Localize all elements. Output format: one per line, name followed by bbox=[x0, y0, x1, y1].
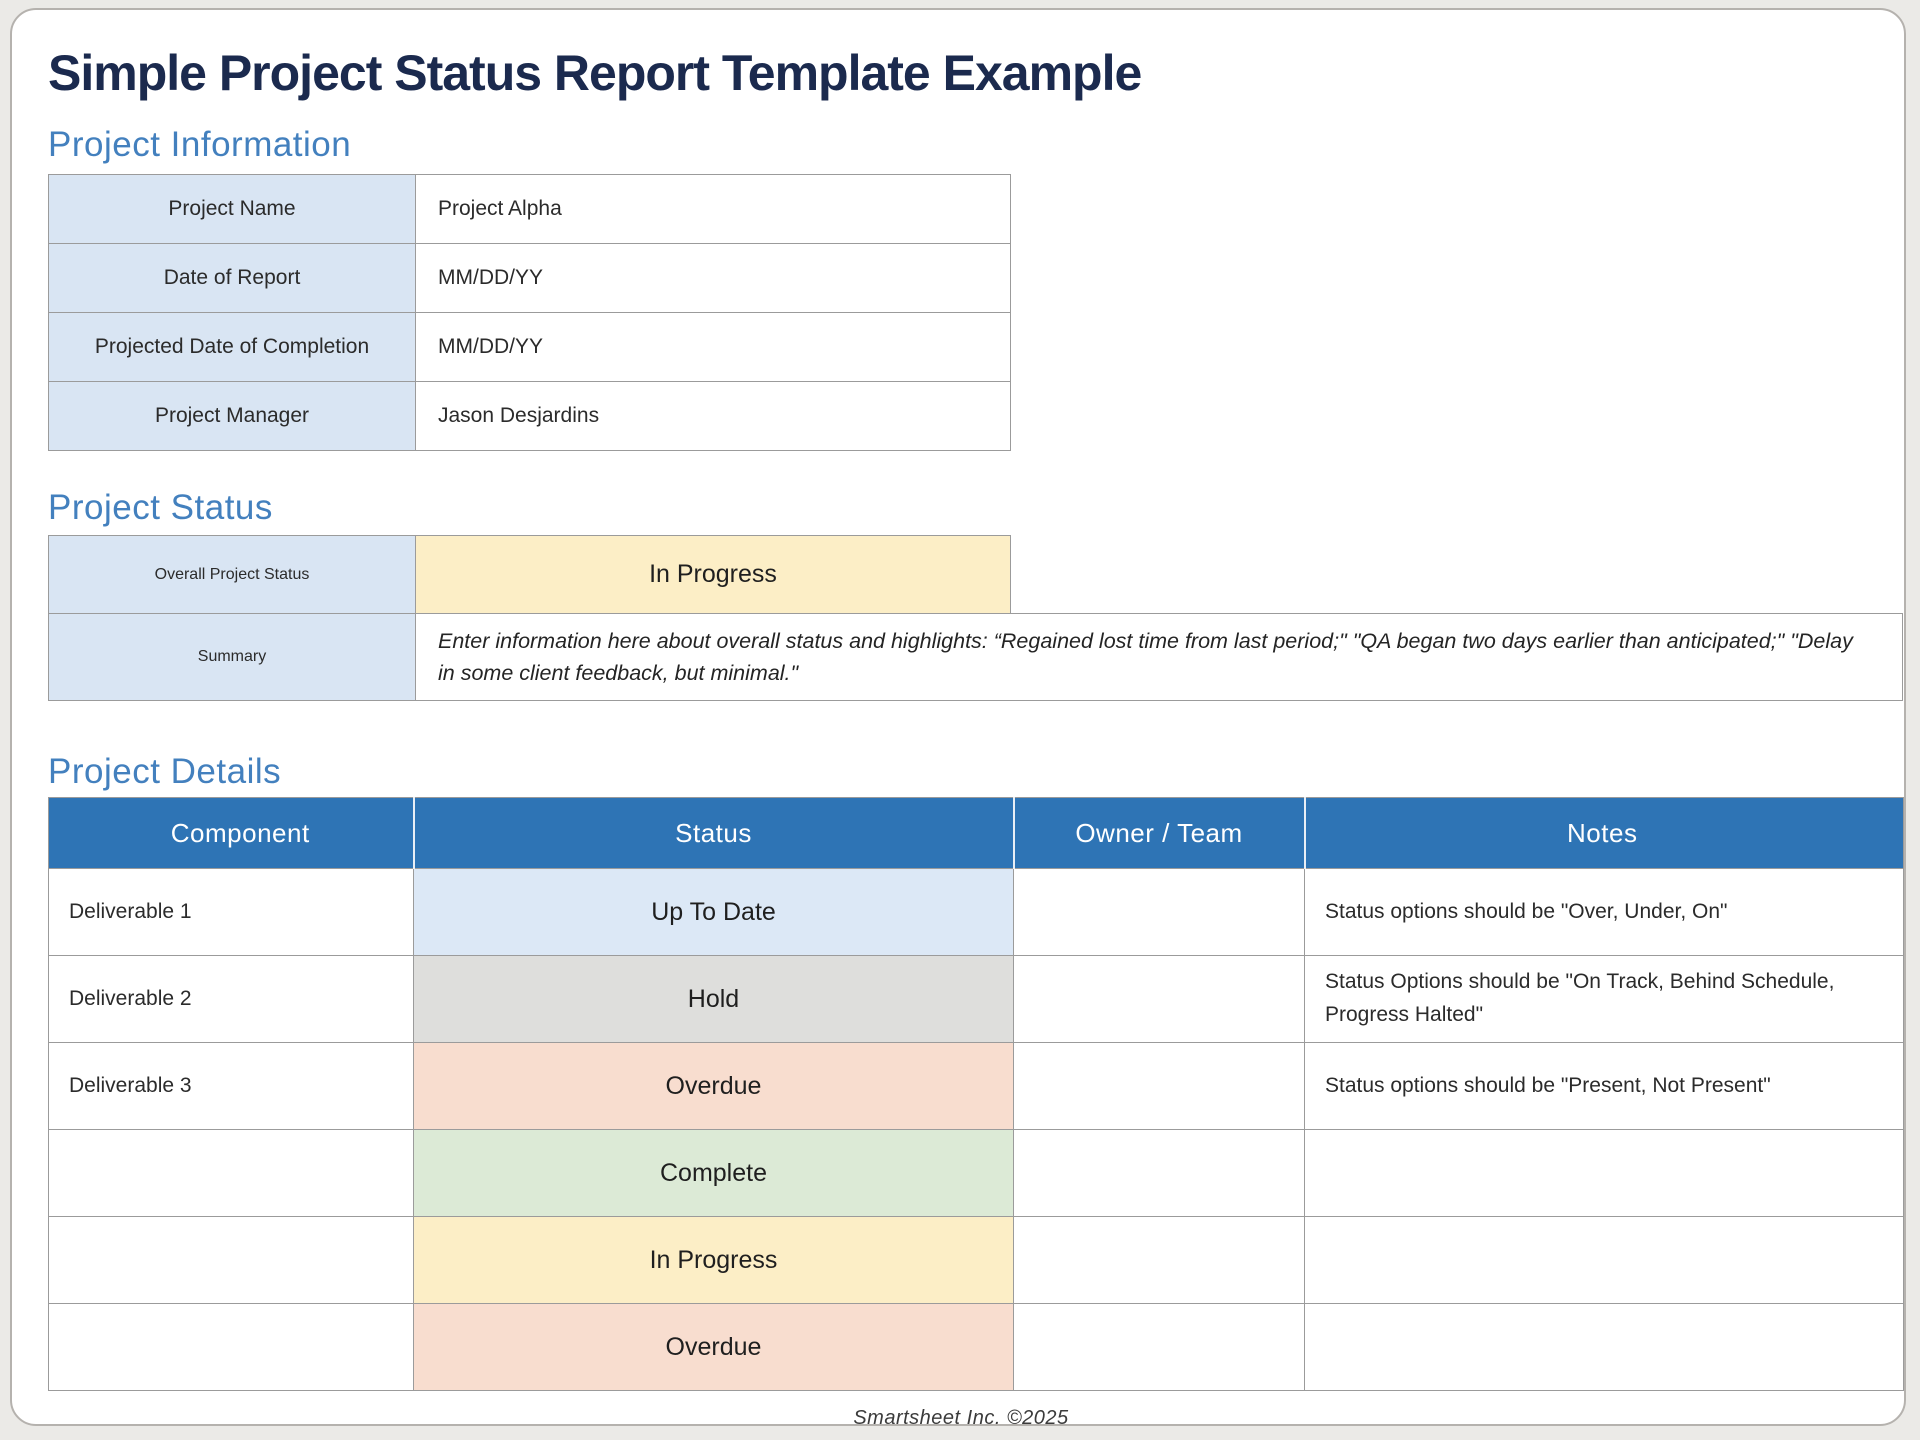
page-title: Simple Project Status Report Template Ex… bbox=[48, 45, 1142, 101]
notes-cell bbox=[1304, 1129, 1904, 1217]
table-row: Overall Project Status In Progress bbox=[48, 535, 1903, 614]
status-row-spacer bbox=[1011, 536, 1903, 614]
owner-team-cell bbox=[1013, 955, 1305, 1043]
table-row: Overdue bbox=[48, 1303, 1904, 1391]
owner-team-cell bbox=[1013, 868, 1305, 956]
section-heading-project-status: Project Status bbox=[48, 488, 273, 527]
date-of-report-label: Date of Report bbox=[48, 243, 416, 313]
status-cell: Up To Date bbox=[413, 868, 1014, 956]
overall-status-label: Overall Project Status bbox=[48, 535, 416, 614]
status-cell: In Progress bbox=[413, 1216, 1014, 1304]
column-header-notes: Notes bbox=[1303, 797, 1904, 869]
report-page: Simple Project Status Report Template Ex… bbox=[10, 8, 1906, 1426]
project-status-table: Overall Project Status In Progress Summa… bbox=[48, 535, 1903, 701]
project-information-table: Project Name Project Alpha Date of Repor… bbox=[48, 174, 1011, 451]
owner-team-cell bbox=[1013, 1129, 1305, 1217]
report-content: Simple Project Status Report Template Ex… bbox=[12, 10, 1904, 1426]
projected-completion-label: Projected Date of Completion bbox=[48, 312, 416, 382]
component-cell: Deliverable 2 bbox=[48, 955, 414, 1043]
table-row: Complete bbox=[48, 1129, 1904, 1217]
section-heading-project-details: Project Details bbox=[48, 752, 282, 791]
table-row: In Progress bbox=[48, 1216, 1904, 1304]
component-cell bbox=[48, 1129, 414, 1217]
owner-team-cell bbox=[1013, 1216, 1305, 1304]
overall-status-value: In Progress bbox=[415, 535, 1011, 614]
column-header-component: Component bbox=[48, 797, 414, 869]
project-details-table: Component Status Owner / Team Notes Deli… bbox=[48, 797, 1904, 1391]
project-name-label: Project Name bbox=[48, 174, 416, 244]
owner-team-cell bbox=[1013, 1303, 1305, 1391]
column-header-status: Status bbox=[412, 797, 1014, 869]
status-cell: Hold bbox=[413, 955, 1014, 1043]
table-row: Date of Report MM/DD/YY bbox=[48, 243, 1011, 313]
notes-cell: Status options should be "Present, Not P… bbox=[1304, 1042, 1904, 1130]
notes-cell: Status Options should be "On Track, Behi… bbox=[1304, 955, 1904, 1043]
owner-team-cell bbox=[1013, 1042, 1305, 1130]
notes-cell: Status options should be "Over, Under, O… bbox=[1304, 868, 1904, 956]
table-row: Project Name Project Alpha bbox=[48, 174, 1011, 244]
table-row: Deliverable 2 Hold Status Options should… bbox=[48, 955, 1904, 1043]
component-cell: Deliverable 1 bbox=[48, 868, 414, 956]
table-row: Summary Enter information here about ove… bbox=[48, 613, 1903, 701]
status-cell: Complete bbox=[413, 1129, 1014, 1217]
table-row: Projected Date of Completion MM/DD/YY bbox=[48, 312, 1011, 382]
project-name-value: Project Alpha bbox=[415, 174, 1011, 244]
section-heading-project-information: Project Information bbox=[48, 125, 352, 164]
summary-label: Summary bbox=[48, 613, 416, 701]
summary-text: Enter information here about overall sta… bbox=[415, 613, 1903, 701]
column-header-owner-team: Owner / Team bbox=[1012, 797, 1305, 869]
table-row: Deliverable 1 Up To Date Status options … bbox=[48, 868, 1904, 956]
project-manager-value: Jason Desjardins bbox=[415, 381, 1011, 451]
date-of-report-value: MM/DD/YY bbox=[415, 243, 1011, 313]
component-cell bbox=[48, 1216, 414, 1304]
project-manager-label: Project Manager bbox=[48, 381, 416, 451]
status-cell: Overdue bbox=[413, 1303, 1014, 1391]
table-header-row: Component Status Owner / Team Notes bbox=[48, 797, 1904, 869]
component-cell: Deliverable 3 bbox=[48, 1042, 414, 1130]
table-row: Deliverable 3 Overdue Status options sho… bbox=[48, 1042, 1904, 1130]
notes-cell bbox=[1304, 1216, 1904, 1304]
table-row: Project Manager Jason Desjardins bbox=[48, 381, 1011, 451]
status-cell: Overdue bbox=[413, 1042, 1014, 1130]
component-cell bbox=[48, 1303, 414, 1391]
footer-copyright: Smartsheet Inc. ©2025 bbox=[853, 1407, 1069, 1426]
notes-cell bbox=[1304, 1303, 1904, 1391]
projected-completion-value: MM/DD/YY bbox=[415, 312, 1011, 382]
